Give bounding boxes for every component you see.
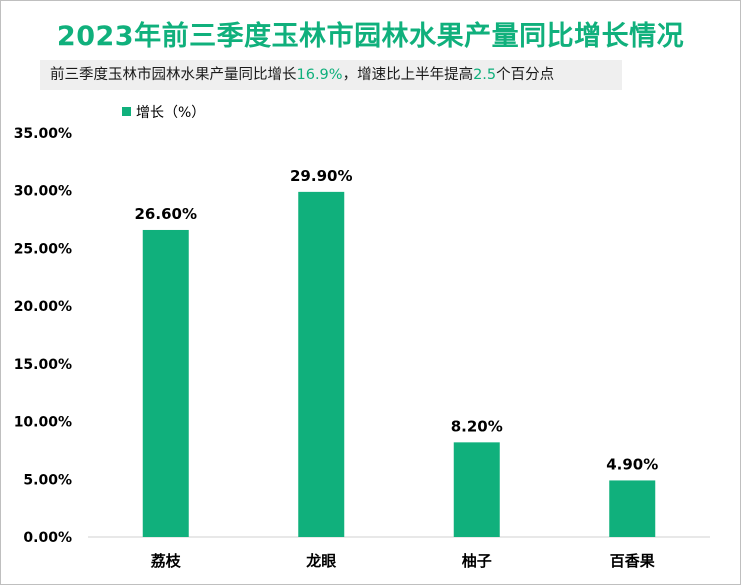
subtitle-text-1: 前三季度玉林市园林水果产量同比增长 [50, 67, 297, 83]
bar [298, 191, 345, 537]
data-label: 29.90% [290, 167, 352, 185]
subtitle-value-2: 2.5 [473, 67, 497, 83]
legend-swatch [122, 107, 131, 116]
data-label: 8.20% [451, 417, 503, 435]
subtitle-value-1: 16.9% [296, 67, 343, 83]
category-label: 龙眼 [305, 552, 336, 570]
category-label: 荔枝 [151, 552, 182, 570]
y-axis-ticks: 0.00% 5.00% 10.00% 15.00% 20.00% 25.00% 30.00%… [14, 126, 72, 546]
category-label: 柚子 [462, 552, 492, 570]
y-tick-label: 35.00% [14, 126, 72, 142]
subtitle-text-3: 个百分点 [496, 67, 555, 83]
y-tick-label: 25.00% [14, 241, 72, 257]
data-label: 4.90% [606, 455, 658, 473]
bar [453, 442, 500, 537]
y-tick-label: 10.00% [14, 415, 72, 431]
data-label: 26.60% [135, 205, 197, 223]
y-tick-label: 15.00% [14, 357, 72, 373]
subtitle-box: 前三季度玉林市园林水果产量同比增长16.9%，增速比上半年提高2.5个百分点 [40, 60, 622, 90]
data-labels: 26.60% 29.90% 8.20% 4.90% [135, 167, 659, 474]
y-tick-label: 30.00% [14, 184, 72, 200]
legend: 增长（%） [122, 105, 205, 121]
bar [142, 229, 189, 537]
category-label: 百香果 [610, 552, 656, 570]
chart-title: 2023年前三季度玉林市园林水果产量同比增长情况 [56, 21, 685, 52]
y-tick-label: 0.00% [23, 530, 72, 546]
bars [142, 191, 656, 537]
bar [609, 480, 656, 537]
legend-label: 增长（%） [136, 105, 205, 121]
y-tick-label: 5.00% [23, 472, 72, 488]
subtitle-text-2: ，增速比上半年提高 [342, 67, 474, 83]
category-labels: 荔枝 龙眼 柚子 百香果 [151, 552, 656, 570]
y-tick-label: 20.00% [14, 299, 72, 315]
